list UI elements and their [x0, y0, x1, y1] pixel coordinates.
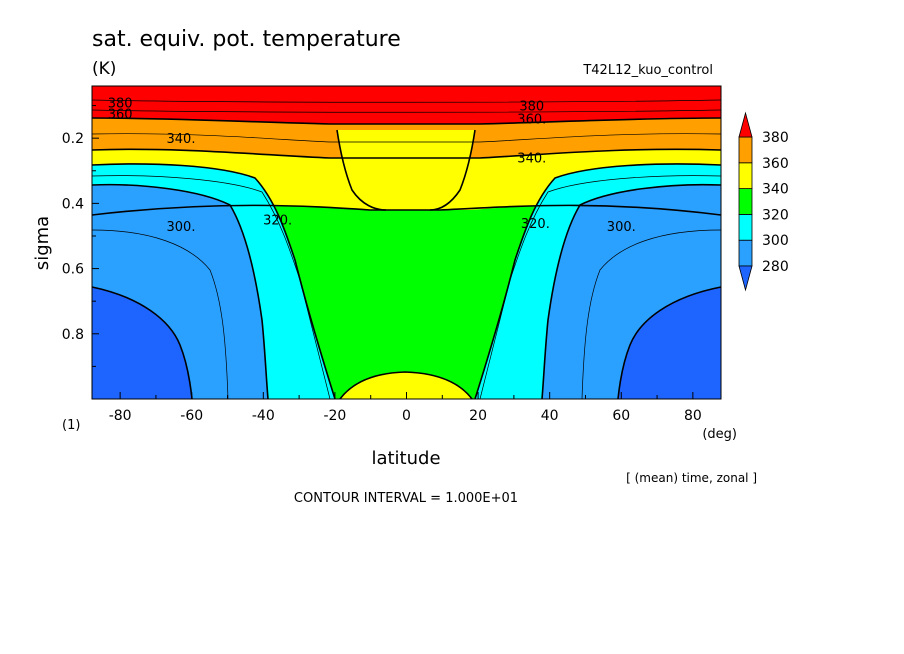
contour-thin	[581, 229, 722, 400]
run-label: T42L12_kuo_control	[582, 63, 713, 78]
contour-label: 380	[108, 96, 133, 111]
colorbar-top-arrow	[738, 111, 753, 138]
y-tick-label: 0.4	[62, 196, 84, 212]
contour-label: 360	[108, 108, 133, 123]
contour-label: 300.	[167, 220, 196, 235]
contour-label: 300.	[607, 220, 636, 235]
colorbar-label: 320	[762, 207, 789, 223]
contour-340	[91, 204, 722, 216]
colorbar-swatch	[738, 188, 753, 215]
colorbar-swatch	[738, 162, 753, 190]
contour-340-surface	[339, 371, 473, 400]
contour-thin	[91, 133, 722, 143]
contour-360	[91, 148, 722, 159]
colorbar-swatch	[738, 239, 753, 267]
contour-label: 360.	[517, 113, 546, 128]
contour-280-south	[91, 286, 193, 400]
y-tick-label: 0.6	[62, 262, 84, 278]
x-tick-label: 80	[684, 408, 702, 424]
x-tick-label: -80	[109, 408, 132, 424]
x-tick-label: 40	[541, 408, 559, 424]
contour-interval-text: CONTOUR INTERVAL = 1.000E+01	[294, 491, 518, 506]
x-tick-label: -60	[180, 408, 203, 424]
band-380-plus	[92, 86, 721, 124]
y-tick-label: 0.2	[62, 131, 84, 147]
y-tick-label: 0.8	[62, 327, 84, 343]
x-axis-units: (deg)	[702, 427, 737, 442]
x-axis: -80 -60 -40 -20 0 20 40 60 80	[109, 392, 702, 424]
x-tick-label: 0	[402, 408, 411, 424]
contour-thin	[91, 175, 331, 400]
colorbar-label: 360	[762, 156, 789, 172]
contour-thin	[91, 109, 722, 113]
contour-label: 320.	[263, 214, 292, 229]
colorbar-label: 280	[762, 259, 789, 275]
x-tick-label: -20	[323, 408, 346, 424]
band-340-360-center	[337, 130, 475, 210]
contour-340-center-right	[429, 129, 476, 211]
colorbar-swatch	[738, 136, 753, 164]
averaging-note: [ (mean) time, zonal ]	[626, 471, 757, 485]
contour-thin	[91, 99, 722, 103]
colorbar-bottom-arrow	[738, 265, 753, 292]
contour-300-south	[91, 183, 269, 400]
contour-300-north	[541, 183, 722, 400]
contour-320-north	[474, 163, 722, 400]
contour-label: 340.	[517, 152, 546, 167]
chart-title: sat. equiv. pot. temperature	[92, 27, 401, 52]
contour-label: 320.	[521, 217, 550, 232]
colorbar-label: 380	[762, 130, 789, 146]
band-below-280-south	[92, 287, 192, 399]
chart-units: (K)	[92, 59, 116, 79]
contour-340-center-left	[336, 129, 387, 211]
band-340-360-surface	[340, 372, 472, 399]
colorbar-label: 340	[762, 182, 789, 198]
band-below-280-north	[618, 287, 721, 399]
y-axis-label: sigma	[32, 216, 53, 270]
colorbar: 280 300 320 340 360 380	[738, 111, 789, 292]
contour-320-south	[91, 163, 336, 400]
x-tick-label: 60	[612, 408, 630, 424]
contour-thin	[91, 229, 229, 400]
colorbar-swatch	[738, 213, 753, 241]
y-axis-units: (1)	[62, 418, 80, 433]
x-tick-label: -40	[252, 408, 275, 424]
contour-lines	[91, 99, 722, 400]
contour-label: 380	[519, 100, 544, 115]
x-axis-label: latitude	[371, 448, 440, 469]
contour-label: 340.	[167, 132, 196, 147]
contour-thin	[479, 175, 722, 400]
x-tick-label: 20	[469, 408, 487, 424]
colorbar-label: 300	[762, 233, 789, 249]
y-axis: 0.2 0.4 0.6 0.8	[62, 105, 99, 367]
contour-280-north	[617, 286, 722, 400]
contour-380	[91, 117, 722, 125]
